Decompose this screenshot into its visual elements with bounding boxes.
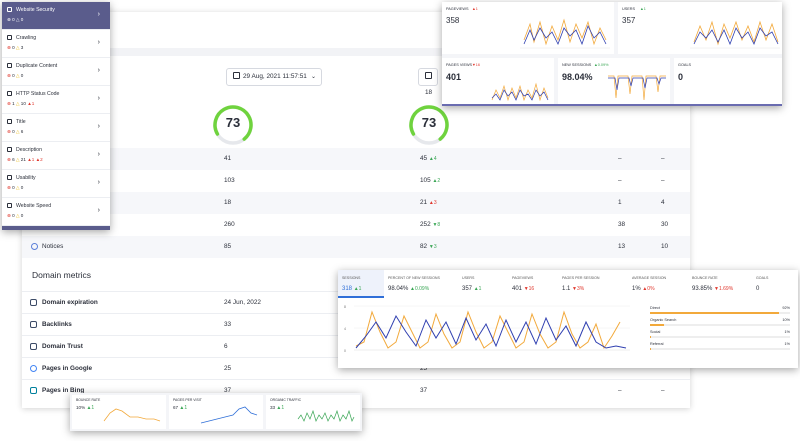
table-row: 260 252 ▼8 38 30 [224,221,669,228]
table-row: 18 21 ▲3 1 4 [22,192,690,214]
calendar-icon [425,72,432,79]
google-icon [30,365,37,372]
sidebar-item-description[interactable]: Description ⊗ 6 △ 21 ▲1 ▲2 › [2,142,110,170]
date-picker-compare[interactable]: 18 [418,68,438,96]
gauge-ring [213,105,253,145]
metric-tab-goals[interactable]: GOALS 0 [756,276,769,292]
traffic-source-row: Referral 1% [638,342,790,354]
metric-tab-pageviews[interactable]: PAGEVIEWS 401 ▼16 [512,276,535,292]
table-row: 103 105 ▲2 – – [224,177,665,184]
sidebar-item-website-security[interactable]: Website Security ⊗ 0 △ 0 › [2,2,110,30]
date-picker-current[interactable]: 29 Aug, 2021 11:57:51 ⌄ [226,68,322,86]
score-value: 73 [421,115,437,130]
pages-per-visit-sparkline [200,406,258,424]
traffic-source-row: Social 1% [638,330,790,342]
chevron-right-icon: › [97,39,100,46]
score-gauge-compare: 73 [408,104,450,146]
mini-metrics-panel: BOUNCE RATE 10% ▲1 PAGES PER VISIT 67 ▲1… [70,393,362,431]
mini-card-bounce-rate[interactable]: BOUNCE RATE 10% ▲1 [72,395,166,429]
sidebar-item-website-speed[interactable]: Website Speed ⊗ 0 △ 0 › [2,198,110,226]
calendar-icon [233,72,240,79]
traffic-analytics-panel: SESSIONS 318 ▲1 PERCENT OF NEW SESSIONS … [338,270,798,368]
link-icon [30,321,37,328]
chevron-right-icon: › [97,11,100,18]
chevron-right-icon: › [97,67,100,74]
chevron-right-icon: › [97,123,100,130]
traffic-source-fill [650,312,779,314]
gauge-ring [409,105,449,145]
speedometer-icon [7,203,12,208]
mini-card-pages-per-visit[interactable]: PAGES PER VISIT 67 ▲1 [169,395,263,429]
table-row-notices: Notices 85 82 ▼3 13 10 [22,236,690,258]
analytics-kpi-panel: PAGEVIEWS ▲1 358 USERS ▲1 357 PAGES VIEW… [442,2,782,106]
kpi-card-new-sessions[interactable]: NEW SESSIONS ▲0.09% 98.04% [558,58,670,104]
section-title-domain-metrics: Domain metrics [32,270,92,280]
kpi-card-pageviews[interactable]: PAGEVIEWS ▲1 358 [442,2,614,54]
chevron-right-icon: › [97,207,100,214]
chevron-down-icon: ⌄ [310,74,316,80]
svg-text:4: 4 [344,327,346,331]
chevron-right-icon: › [97,151,100,158]
sessions-line-chart: 8 4 0 [344,305,630,353]
kpi-card-goals[interactable]: GOALS 0 [674,58,782,104]
traffic-source-row: Direct 92% [638,306,790,318]
traffic-source-fill [650,336,652,338]
chevron-right-icon: › [97,95,100,102]
metric-tab-average-session[interactable]: AVERAGE SESSION 1% ▲0% [632,276,667,292]
sidebar-item-http-status-code[interactable]: HTTP Status Code ⊗ 1 △ 10 ▲1 › [2,86,110,114]
table-row: 41 45 ▲4 – – [22,148,690,170]
traffic-source-fill [650,348,652,350]
info-icon [31,243,38,250]
calendar-icon [30,299,37,306]
copy-icon [7,63,12,68]
header-band [22,48,690,56]
chevron-right-icon: › [97,179,100,186]
pulse-icon [7,91,12,96]
bounce-rate-sparkline [103,408,161,422]
monitor-icon [7,175,12,180]
traffic-source-fill [650,324,664,326]
paragraph-icon [7,147,12,152]
score-value: 73 [225,115,241,130]
search-icon [7,35,12,40]
new-sessions-sparkline [608,75,666,101]
metric-tab-bounce-rate[interactable]: BOUNCE RATE 93.85% ▼1.69% [692,276,734,292]
sidebar-item-crawling[interactable]: Crawling ⊗ 0 △ 3 › [2,30,110,58]
metric-tab-sessions[interactable]: SESSIONS 318 ▲1 [338,270,384,298]
metric-tab-users[interactable]: USERS 357 ▲1 [462,276,482,292]
trophy-icon [30,343,37,350]
sidebar-item-duplicate-content[interactable]: Duplicate Content ⊗ 0 △ 0 › [2,58,110,86]
score-gauge-current: 73 [212,104,254,146]
mini-card-organic-traffic[interactable]: ORGANIC TRAFFIC 33 ▲1 [266,395,360,429]
svg-text:8: 8 [344,305,346,309]
svg-text:0: 0 [344,349,346,353]
audit-category-sidebar: Website Security ⊗ 0 △ 0 › Crawling ⊗ 0 … [2,2,110,230]
bing-icon [30,387,37,394]
pages-views-sparkline [491,82,549,102]
sidebar-item-usability[interactable]: Usability ⊗ 0 △ 0 › [2,170,110,198]
pageviews-sparkline [520,18,610,49]
kpi-card-users[interactable]: USERS ▲1 357 [618,2,782,54]
sidebar-bottom-accent [2,226,110,230]
sidebar-item-title[interactable]: Title ⊗ 0 △ 6 › [2,114,110,142]
panel-bottom-accent [442,104,782,106]
metric-tab-new-sessions[interactable]: PERCENT OF NEW SESSIONS 98.04% ▲0.09% [388,276,440,292]
text-icon [7,119,12,124]
organic-traffic-sparkline [297,409,355,422]
traffic-source-row: Organic Search 10% [638,318,790,330]
users-sparkline [690,20,780,49]
shield-icon [7,7,12,12]
metric-row: Pages in Bing 37 37 – – [22,379,690,401]
metric-tab-pages-per-session[interactable]: PAGES PER SESSION 1.1 ▼3% [562,276,600,292]
kpi-card-pages-views[interactable]: PAGES VIEWS ▼16 401 [442,58,554,104]
